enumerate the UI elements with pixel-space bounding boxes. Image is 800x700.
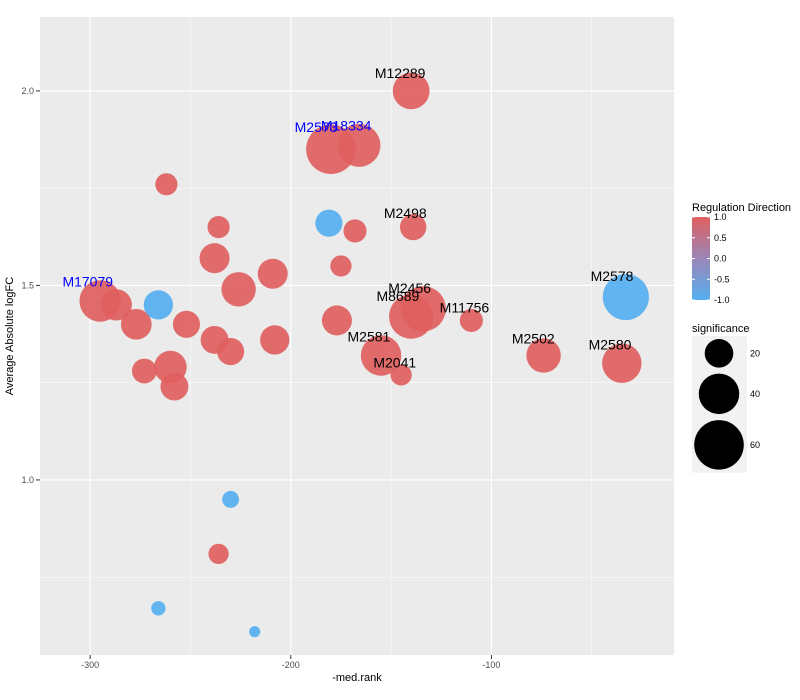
point-label: M12289 <box>375 65 426 81</box>
data-point <box>155 173 178 196</box>
data-point <box>151 601 166 616</box>
major-gridlines <box>40 17 674 655</box>
size-key-label: 20 <box>750 348 760 358</box>
data-point <box>208 543 229 564</box>
data-point <box>315 209 343 237</box>
data-point <box>100 289 132 321</box>
data-point <box>602 343 642 383</box>
data-point <box>260 325 290 355</box>
data-point <box>131 358 157 384</box>
data-point <box>389 294 434 339</box>
data-point <box>249 626 261 638</box>
point-label: M11756 <box>440 299 490 315</box>
data-point <box>399 213 427 241</box>
data-point <box>343 219 367 243</box>
color-legend: Regulation Direction 1.0 0.5 0.0 -0.5 -1.0 <box>692 202 791 305</box>
data-point <box>330 255 352 277</box>
size-key-label: 40 <box>750 389 760 399</box>
point-label: M2573 <box>295 119 338 135</box>
x-tick-label: -100 <box>482 660 500 670</box>
size-legend-keys: 20 40 60 <box>692 336 760 473</box>
data-point <box>392 72 430 110</box>
x-axis-ticks: -300 -200 -100 <box>81 655 500 670</box>
data-point <box>321 305 352 336</box>
x-axis-title: -med.rank <box>332 672 382 684</box>
data-point <box>172 310 201 338</box>
data-point <box>199 243 230 274</box>
color-tick-label: 0.5 <box>714 233 727 243</box>
point-label: M17079 <box>62 273 113 289</box>
x-tick-label: -300 <box>81 660 99 670</box>
y-tick-label: 2.0 <box>21 86 34 96</box>
point-label: M2498 <box>384 205 427 221</box>
minor-gridlines <box>40 17 674 655</box>
data-point <box>257 258 288 289</box>
color-tick-label: 1.0 <box>714 212 727 222</box>
point-label: M2581 <box>348 328 391 344</box>
data-point <box>120 308 152 340</box>
data-point <box>207 215 230 239</box>
point-label: M18334 <box>321 117 372 133</box>
color-tick-label: -1.0 <box>714 295 730 305</box>
size-key-circle <box>698 373 740 415</box>
data-point <box>459 308 483 332</box>
color-tick-label: 0.0 <box>714 254 727 264</box>
y-tick-label: 1.0 <box>21 475 34 485</box>
data-point <box>390 364 412 386</box>
data-point <box>221 272 256 307</box>
color-bar <box>692 217 710 300</box>
size-key-circle <box>704 339 734 368</box>
point-label: M2578 <box>591 268 634 284</box>
point-label: M8689 <box>376 288 419 304</box>
data-point <box>222 490 240 508</box>
point-label: M2041 <box>373 354 416 370</box>
data-point <box>217 337 245 366</box>
data-point <box>160 372 189 401</box>
data-point <box>602 274 649 321</box>
data-point <box>360 335 402 376</box>
size-legend: significance 20 40 60 <box>692 323 760 473</box>
data-point <box>143 290 174 320</box>
data-point <box>337 123 381 167</box>
y-tick-label: 1.5 <box>21 280 34 290</box>
size-key-label: 60 <box>750 440 760 450</box>
color-tick-label: -0.5 <box>714 274 730 284</box>
color-legend-ticks: 1.0 0.5 0.0 -0.5 -1.0 <box>692 212 730 305</box>
y-axis-ticks: 1.0 1.5 2.0 <box>21 86 40 485</box>
size-key-circle <box>694 420 744 470</box>
color-legend-title: Regulation Direction <box>692 202 791 214</box>
point-label: M2502 <box>512 330 555 346</box>
point-label: M2580 <box>589 336 632 352</box>
y-axis-title: Average Absolute logFC <box>4 277 16 395</box>
point-label: M2456 <box>388 280 431 296</box>
data-point <box>526 338 561 373</box>
data-points <box>79 72 649 638</box>
x-tick-label: -200 <box>282 660 300 670</box>
size-legend-title: significance <box>692 323 749 335</box>
